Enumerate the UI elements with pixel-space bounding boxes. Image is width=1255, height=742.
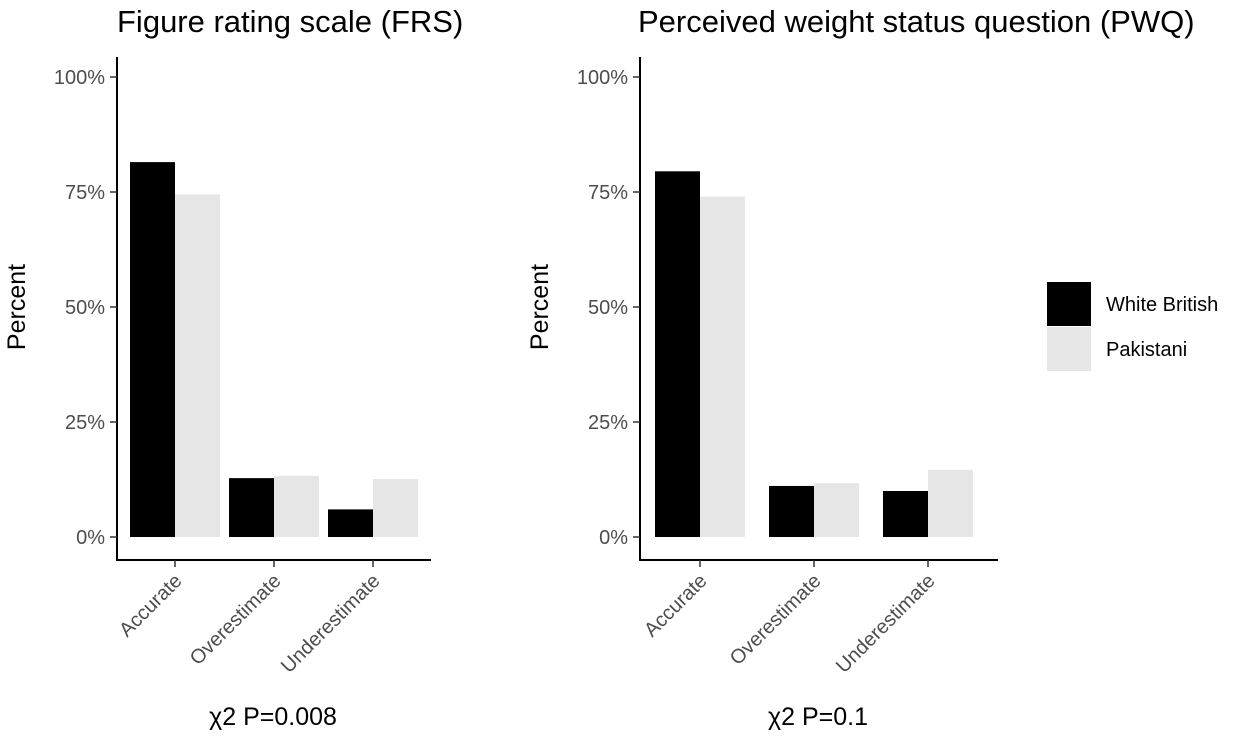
legend-label: Pakistani — [1106, 339, 1187, 361]
chart1-bar-underestimate-white-british — [328, 509, 373, 537]
chart2-x-tick-label: Underestimate — [832, 570, 940, 678]
chart2-x-axis-label: χ2 P=0.1 — [768, 703, 868, 731]
chart2-bar-overestimate-pakistani — [814, 483, 859, 537]
chart1-bar-accurate-white-british — [130, 162, 175, 537]
chart2-bar-underestimate-white-british — [883, 491, 928, 537]
chart2-bar-underestimate-pakistani — [928, 469, 973, 537]
chart2-y-axis-label: Percent — [526, 264, 554, 350]
chart1-y-tick-label: 50% — [65, 297, 105, 319]
chart2-y-tick-label: 100% — [577, 67, 628, 89]
chart1-bar-underestimate-pakistani — [373, 479, 418, 537]
chart1-y-tick-label: 75% — [65, 182, 105, 204]
chart2-x-tick-label: Accurate — [640, 570, 711, 641]
chart2-x-tick-label: Overestimate — [726, 570, 826, 670]
chart2-y-tick-label: 25% — [588, 412, 628, 434]
chart1-bar-overestimate-pakistani — [274, 475, 319, 537]
legend-key-pakistani — [1047, 327, 1091, 371]
chart1-x-axis-label: χ2 P=0.008 — [209, 703, 337, 731]
chart1-title: Figure rating scale (FRS) — [117, 4, 463, 39]
chart1-y-tick-label: 25% — [65, 412, 105, 434]
chart2-bar-accurate-pakistani — [700, 196, 745, 537]
chart2-bar-accurate-white-british — [655, 171, 700, 538]
chart2-y-tick-label: 0% — [599, 527, 628, 549]
chart1-x-tick-label: Overestimate — [186, 570, 286, 670]
chart2-title: Perceived weight status question (PWQ) — [638, 4, 1195, 39]
legend-key-white-british — [1047, 282, 1091, 326]
chart2-y-tick-label: 75% — [588, 182, 628, 204]
chart1-x-tick-label: Accurate — [115, 570, 186, 641]
chart1-y-tick-label: 0% — [76, 527, 105, 549]
legend-label: White British — [1106, 294, 1218, 316]
chart1-x-tick-label: Underestimate — [277, 570, 385, 678]
chart1-y-axis-label: Percent — [3, 264, 31, 350]
chart1-bar-accurate-pakistani — [175, 194, 220, 538]
chart1-y-tick-label: 100% — [54, 67, 105, 89]
chart1-bar-overestimate-white-british — [229, 478, 274, 537]
chart2-bar-overestimate-white-british — [769, 485, 814, 537]
chart2-y-tick-label: 50% — [588, 297, 628, 319]
